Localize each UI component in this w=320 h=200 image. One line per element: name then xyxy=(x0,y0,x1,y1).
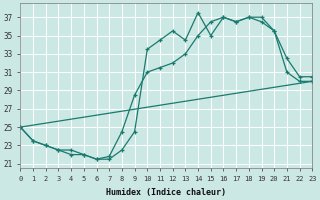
X-axis label: Humidex (Indice chaleur): Humidex (Indice chaleur) xyxy=(106,188,226,197)
